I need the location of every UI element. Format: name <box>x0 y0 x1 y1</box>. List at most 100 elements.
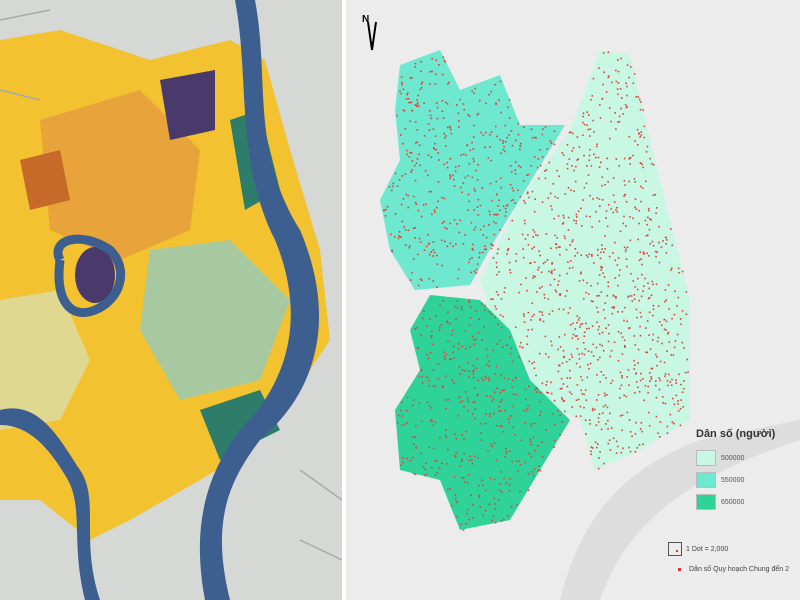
population-dot <box>687 371 689 374</box>
population-dot <box>681 270 684 273</box>
population-dot <box>514 376 517 379</box>
population-dot <box>615 128 617 130</box>
population-dot <box>655 380 657 382</box>
population-dot <box>550 271 552 274</box>
population-dot <box>493 497 495 500</box>
population-dot <box>555 247 558 249</box>
population-dot <box>533 156 536 158</box>
population-dot <box>564 410 566 413</box>
population-dot <box>418 402 421 404</box>
population-dot <box>571 132 574 135</box>
population-dot <box>496 213 499 216</box>
population-dot <box>402 109 405 111</box>
population-dot <box>440 323 443 326</box>
population-dot <box>508 421 511 424</box>
population-dot <box>529 440 532 443</box>
population-dot <box>597 248 599 251</box>
population-dot <box>477 163 479 166</box>
population-dot <box>658 225 660 228</box>
population-dot <box>409 77 412 79</box>
population-dot <box>640 258 642 260</box>
population-dot <box>635 381 638 383</box>
population-dot <box>454 497 457 500</box>
population-dot <box>569 244 572 246</box>
population-dot <box>509 269 511 271</box>
population-dot <box>685 313 688 316</box>
population-dot <box>549 140 552 142</box>
population-dot <box>499 314 502 316</box>
population-dot <box>637 348 640 351</box>
population-dot <box>622 113 624 115</box>
population-dot <box>438 329 441 331</box>
population-dot <box>576 347 579 350</box>
population-dot <box>553 439 556 442</box>
population-dot <box>484 146 486 149</box>
population-dot <box>539 318 541 320</box>
population-dot <box>495 180 498 183</box>
north-label: N <box>362 14 370 25</box>
population-dot <box>642 109 645 111</box>
population-dot <box>597 358 599 361</box>
population-dot <box>435 148 437 151</box>
population-dot <box>401 175 404 177</box>
population-dot <box>590 450 592 453</box>
population-dot <box>453 219 456 221</box>
population-dot <box>468 459 470 462</box>
population-dot <box>617 82 620 84</box>
population-dot <box>531 137 534 139</box>
population-dot <box>546 148 548 150</box>
population-dot <box>436 286 438 289</box>
population-dot <box>496 273 498 276</box>
population-dot <box>403 226 406 228</box>
population-dot <box>429 83 431 85</box>
population-dot <box>476 113 479 116</box>
population-dot <box>651 162 653 165</box>
population-dot <box>425 203 427 205</box>
population-dot <box>505 450 508 453</box>
population-dot <box>416 158 419 160</box>
population-dot <box>628 158 631 160</box>
population-dot <box>577 210 580 213</box>
population-dot <box>652 163 655 166</box>
population-dot <box>582 115 584 118</box>
population-dot <box>519 196 522 198</box>
population-dot <box>430 407 433 409</box>
population-dot <box>501 399 503 401</box>
population-dot <box>446 321 449 324</box>
population-dot <box>433 209 436 212</box>
population-dot <box>493 391 496 394</box>
population-dot <box>609 449 612 451</box>
population-dot <box>467 409 469 412</box>
population-dot <box>643 253 645 255</box>
population-dot <box>412 472 415 475</box>
population-dot <box>457 347 460 350</box>
population-dot <box>550 340 552 343</box>
population-dot <box>670 384 673 386</box>
population-dot <box>516 503 518 506</box>
population-dot <box>502 430 505 433</box>
population-dot <box>434 135 437 137</box>
population-dot <box>427 174 429 177</box>
population-dot <box>553 130 556 133</box>
population-dot <box>628 135 631 138</box>
population-dot <box>673 313 676 316</box>
population-dot <box>557 348 559 351</box>
population-dot <box>533 422 536 425</box>
population-dot <box>407 229 410 232</box>
population-dot <box>506 253 508 255</box>
population-dot <box>583 123 586 126</box>
population-dot <box>535 374 537 377</box>
population-dot <box>385 208 387 211</box>
population-dot <box>421 81 424 84</box>
population-dot <box>635 421 637 424</box>
population-dot <box>615 158 618 160</box>
population-dot <box>557 410 559 412</box>
population-dot <box>459 186 462 189</box>
population-dot <box>623 157 626 160</box>
population-dot <box>468 299 470 302</box>
population-dot <box>592 343 595 346</box>
population-dot <box>468 376 470 378</box>
population-dot <box>411 456 414 459</box>
population-dot <box>407 194 409 197</box>
population-dot <box>480 131 482 134</box>
